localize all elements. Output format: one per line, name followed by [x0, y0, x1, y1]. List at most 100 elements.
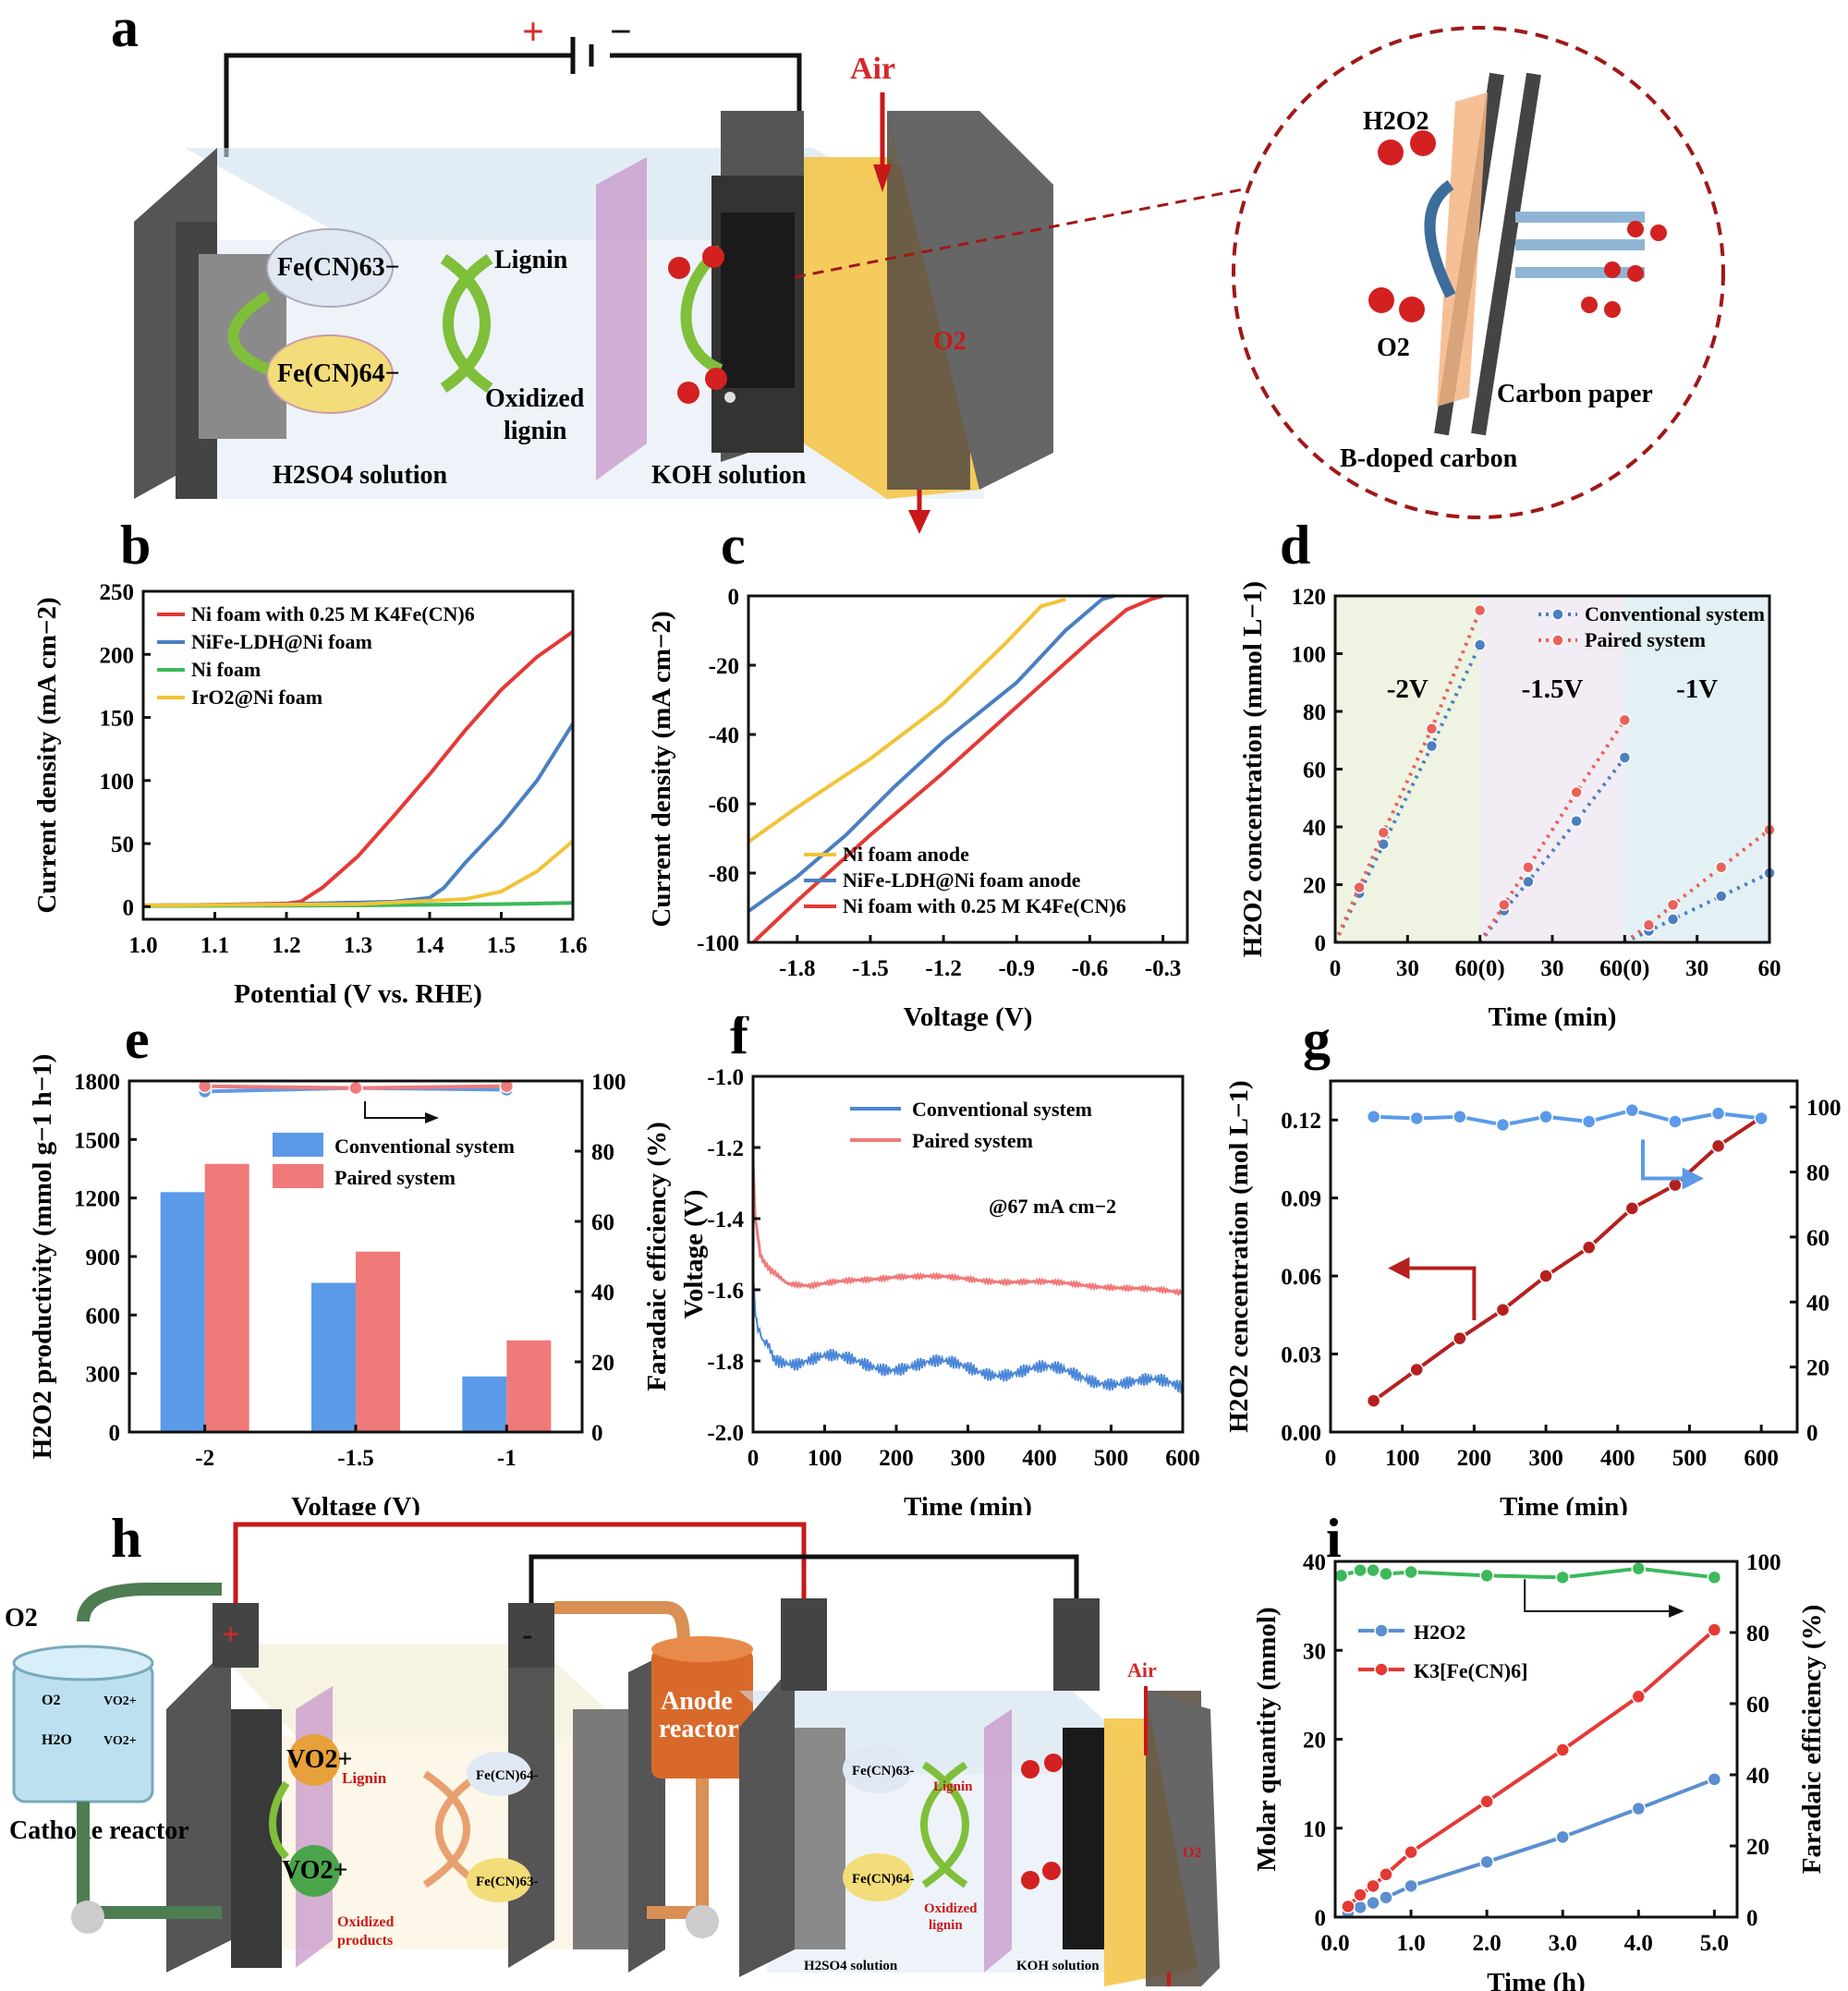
o2-label-a: O2: [933, 327, 967, 356]
y-right-axis-label: Faradaic efficiency (%): [1797, 1605, 1827, 1875]
arrow-right-axis: [1640, 1139, 1683, 1181]
reactor-h2o: H2O: [42, 1732, 72, 1748]
fe-point: [1538, 1109, 1553, 1124]
legend-marker: [1374, 1623, 1389, 1638]
h-oxidized-1: Oxidized: [337, 1914, 394, 1930]
x-tick-label: 0.0: [1320, 1931, 1349, 1956]
x-tick-label: 1.0: [1396, 1931, 1425, 1956]
h-minus: -: [522, 1618, 532, 1652]
x-tick-label: 1.1: [201, 933, 229, 958]
chart-c-polarization: c 0 -20 -40 -60 -80 -100 Current density (mA cm…: [647, 517, 1189, 1032]
x-axis-label: Voltage (V): [904, 1002, 1033, 1032]
x-tick-label: 400: [1022, 1446, 1057, 1471]
fe-point: [1379, 1566, 1393, 1582]
x-tick-label: 0: [1330, 956, 1342, 981]
series-line: [142, 839, 575, 907]
x-tick-label: 30: [1685, 956, 1708, 981]
data-point: [1425, 722, 1439, 735]
y-tick-label: -40: [709, 723, 739, 748]
y-axis-label: H2O2 cencentration (mol L−1): [1224, 1080, 1254, 1432]
chart-b-lsv: b 0 50 100 150 200 250 Current density (mA cm−2…: [32, 517, 588, 1009]
chart-f-voltage-stability: f-1.0 -1.2 -1.4 -1.6 -1.8 -2.0 Voltage (V) 0 100…: [684, 1016, 1200, 1515]
chart-g-concentration-fe: g 0.00 0.03 0.06 0.09 0.12 H2O2 cencentration …: [1224, 1016, 1842, 1515]
y-tick-label: 40: [1303, 1550, 1326, 1575]
x-tick-label: 1.0: [128, 933, 157, 958]
bar: [356, 1251, 400, 1432]
legend-marker: [1551, 634, 1564, 647]
y-axis-label: H2O2 concentration (mmol L−1): [1238, 581, 1268, 957]
arrow-head: [1388, 1257, 1410, 1280]
x-tick-label: -1.5: [852, 956, 889, 981]
data-point: [1479, 1854, 1494, 1870]
series-line: [752, 1271, 1183, 1394]
bar: [311, 1282, 356, 1432]
series-line: [747, 594, 1115, 913]
arrow-head: [1669, 1604, 1684, 1618]
y-tick-label: 0.12: [1281, 1109, 1321, 1134]
data-point: [1353, 1900, 1368, 1915]
legend-marker: [1374, 1662, 1389, 1677]
data-point: [1366, 1878, 1380, 1894]
x-tick-label: 30: [1541, 956, 1564, 981]
data-point: [1642, 918, 1656, 931]
x-tick-label: 60(0): [1455, 956, 1505, 981]
h-oxidized-2: products: [337, 1933, 393, 1949]
y-tick-label: -1.4: [707, 1208, 744, 1232]
x-tick-label: 1.6: [558, 933, 587, 958]
data-point: [1710, 1138, 1726, 1154]
panel-label-a: a: [111, 0, 139, 58]
data-point: [1631, 1801, 1647, 1816]
data-point: [1555, 1829, 1570, 1845]
y-tick-label: 0.00: [1281, 1421, 1321, 1446]
y-right-axis-label: Faradaic efficiency (%): [642, 1122, 672, 1391]
y-axis-label: Current density (mA cm−2): [32, 597, 62, 913]
vo2-plus-label: VO2+: [286, 1745, 352, 1774]
y-right-tick-label: 0: [1746, 1906, 1758, 1931]
data-point: [1631, 1689, 1647, 1705]
x-tick-label: 300: [1528, 1446, 1563, 1471]
data-point: [1707, 1772, 1722, 1787]
plot-frame: [1329, 1079, 1799, 1434]
x-tick-label: 0: [748, 1446, 760, 1471]
data-point: [1555, 1742, 1570, 1757]
y-tick-label: -1.2: [707, 1136, 744, 1161]
y-axis-label: Current density (mA cm−2): [647, 611, 676, 927]
data-point: [1707, 1622, 1722, 1637]
y-tick-label: 300: [86, 1363, 121, 1388]
anode-reactor-2: reactor: [659, 1715, 739, 1743]
y-tick-label: 0: [109, 1421, 121, 1446]
y-tick-label: 100: [1292, 643, 1327, 668]
ferricyanide-label: Fe(CN)63−: [277, 253, 400, 282]
data-point: [1404, 1878, 1418, 1894]
series-line: [1347, 1777, 1716, 1915]
x-tick-label: -0.6: [1072, 956, 1109, 981]
y-tick-label: 1200: [74, 1187, 120, 1212]
region-label: -1V: [1676, 674, 1718, 704]
data-point: [1570, 815, 1583, 828]
fe-point: [1754, 1111, 1769, 1126]
x-tick-label: 1.2: [272, 933, 300, 958]
data-point: [1522, 875, 1535, 889]
y-tick-label: -60: [709, 793, 739, 818]
y-tick-label: 600: [86, 1304, 121, 1329]
y-axis-label: Voltage (V): [684, 1190, 709, 1319]
reactor-vo2p: VO2+: [103, 1694, 137, 1708]
panel-label-e: e: [125, 1016, 150, 1070]
y-right-tick-label: 100: [591, 1070, 626, 1095]
y-tick-label: 40: [1303, 816, 1326, 841]
arrow-right-axis: [1524, 1579, 1670, 1612]
bar: [506, 1340, 552, 1432]
data-point: [1425, 739, 1439, 753]
cell2-oxidized-2: lignin: [929, 1918, 963, 1933]
y-right-tick-label: 20: [1806, 1356, 1830, 1381]
x-tick-label: 2.0: [1473, 1931, 1502, 1956]
y-tick-label: 200: [100, 643, 135, 668]
fe-point: [1668, 1114, 1683, 1129]
y-right-tick-label: 100: [1746, 1550, 1781, 1575]
cell2-fecn3-label: Fe(CN)63-: [852, 1764, 914, 1779]
fe-point: [1404, 1564, 1418, 1580]
legend-entry: Ni foam with 0.25 M K4Fe(CN)6: [191, 602, 475, 625]
data-point: [1366, 1895, 1380, 1911]
x-axis-label: Voltage (V): [291, 1492, 420, 1515]
y-tick-label: -20: [709, 654, 739, 679]
